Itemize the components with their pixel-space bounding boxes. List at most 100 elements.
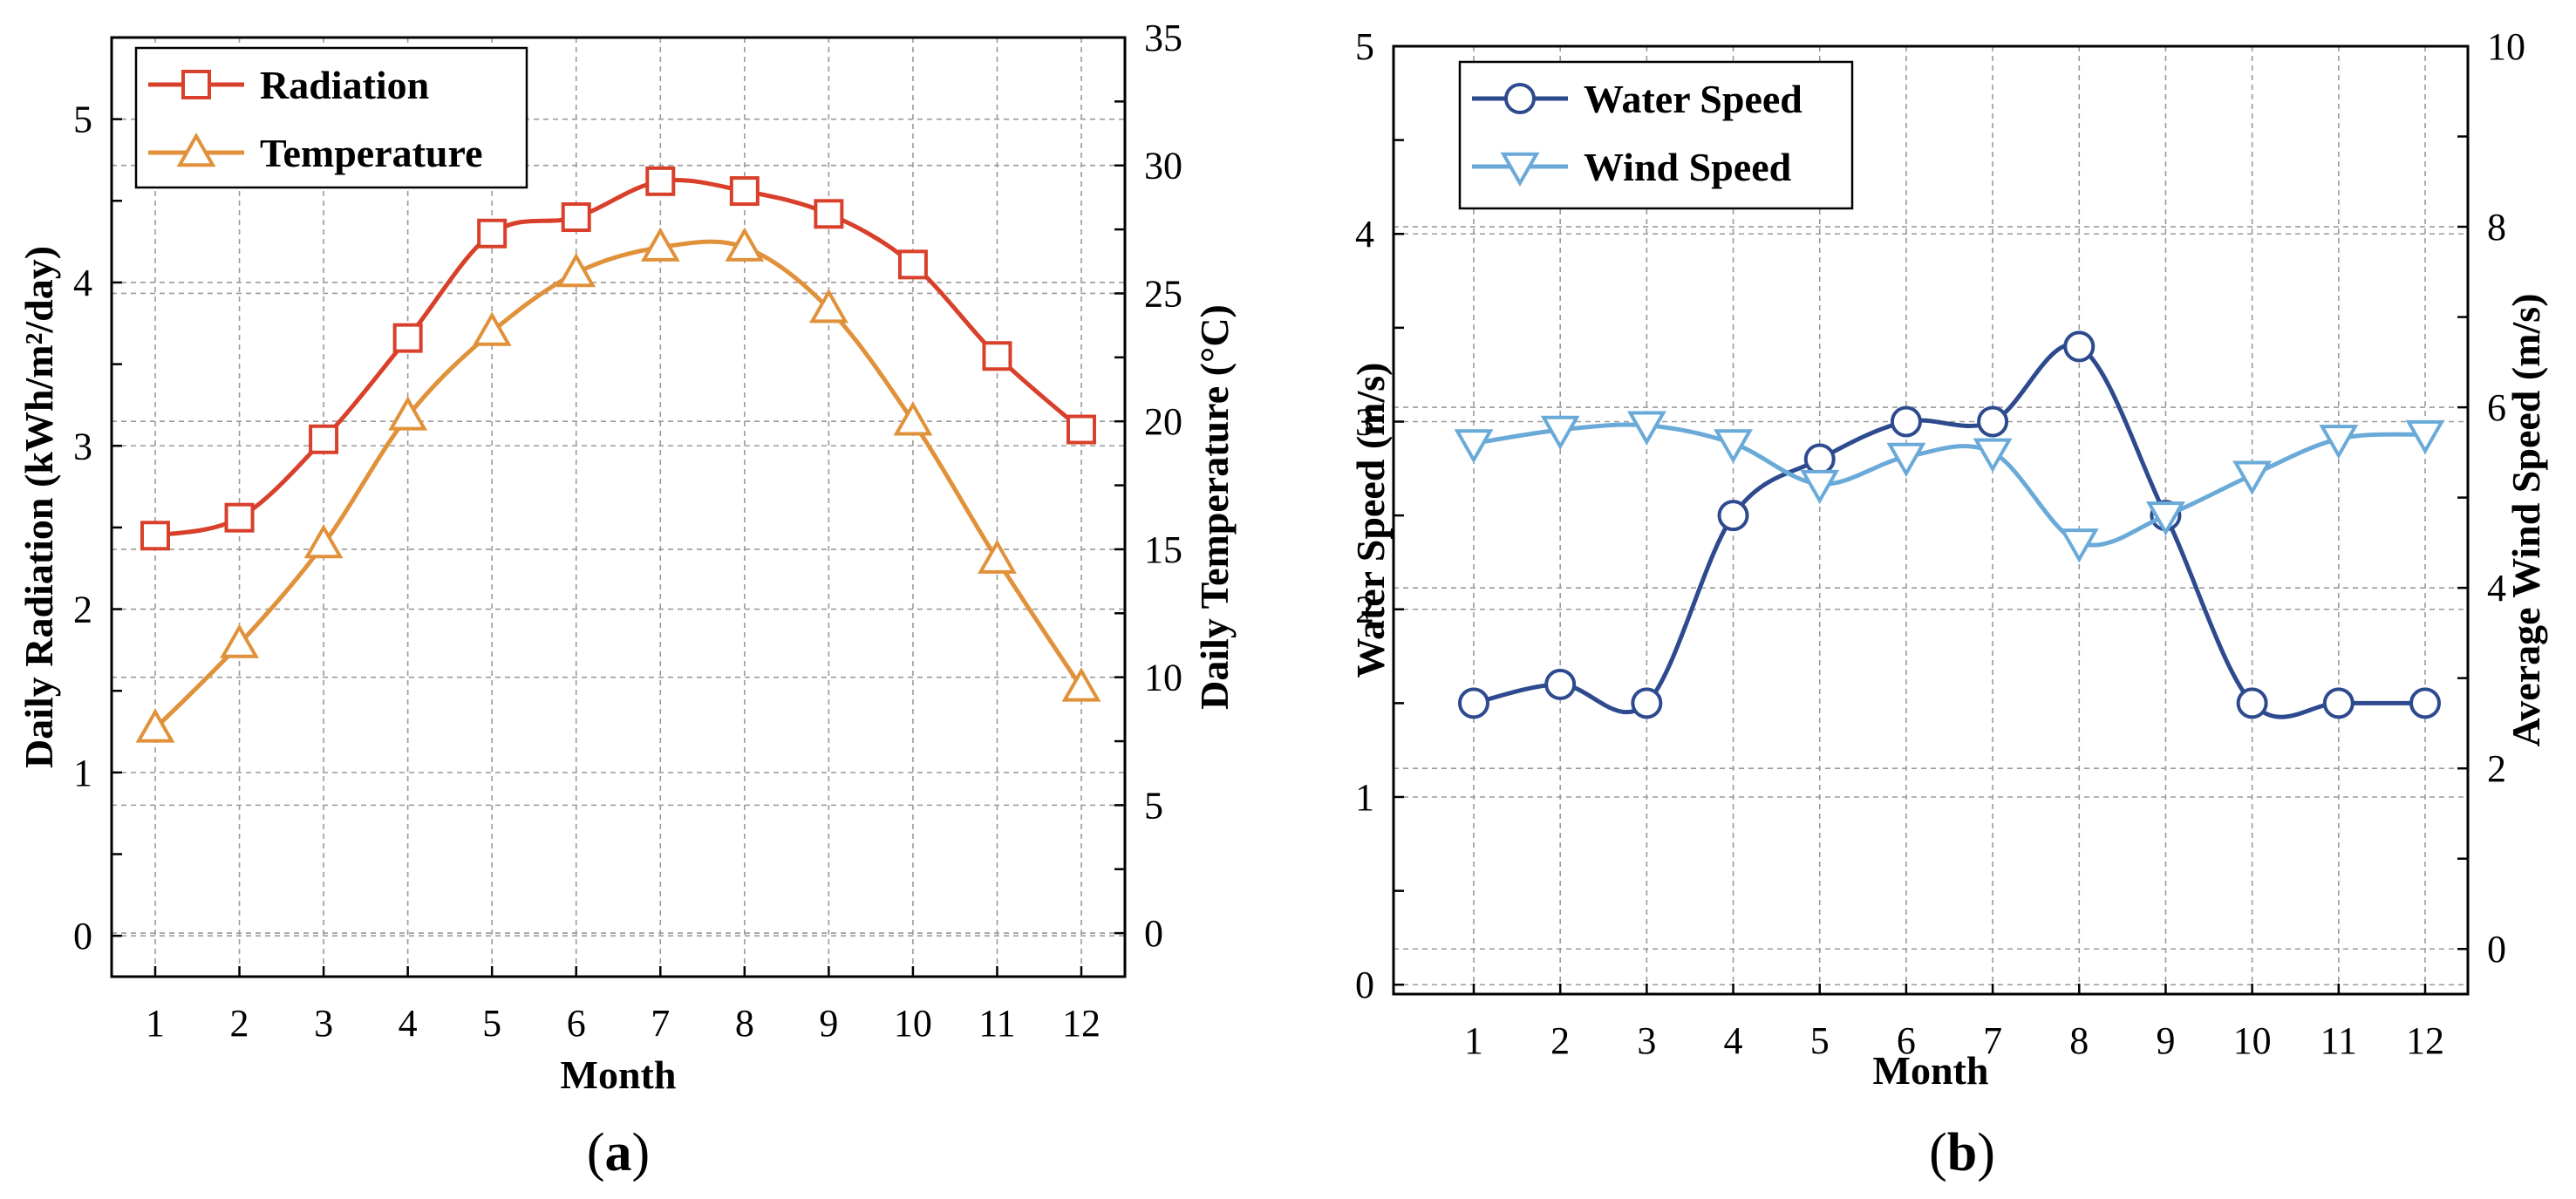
data-point — [309, 424, 339, 454]
y-right-tick-label: 25 — [1144, 272, 1182, 315]
y-left-tick-label: 4 — [73, 262, 92, 304]
legend: Radiation Temperature — [134, 46, 528, 189]
legend-marker — [176, 132, 216, 167]
panel-label: (b) — [1929, 1123, 1995, 1182]
x-tick-label: 11 — [978, 1002, 1015, 1045]
data-point — [2063, 330, 2096, 363]
data-point — [2322, 687, 2355, 719]
legend-marker — [1500, 152, 1540, 187]
y-right-tick-label: 0 — [2487, 928, 2506, 971]
legend-label: Temperature — [260, 131, 483, 175]
axis-ticks — [112, 36, 1125, 977]
y-left-tick-label: 5 — [1355, 25, 1374, 68]
y-left-tick-label: 0 — [1355, 964, 1374, 1006]
data-point — [1540, 415, 1580, 451]
y-left-tick-label: 4 — [1355, 213, 1374, 255]
series-line — [1473, 342, 2425, 719]
x-axis-title: Month — [1873, 1048, 1989, 1093]
legend-marker — [1504, 83, 1536, 114]
x-tick-label: 5 — [482, 1002, 501, 1045]
data-point — [2146, 501, 2185, 536]
chart-panel-a: 1 2 3 4 5 6 7 8 9 10 11 1201234505101520253035Month… — [17, 17, 1237, 1182]
y-right-tick-label: 15 — [1144, 528, 1182, 571]
data-point — [1067, 414, 1096, 445]
x-tick-label: 3 — [314, 1002, 333, 1045]
y-right-axis-title: Average Wind Speed (m/s) — [2504, 293, 2548, 746]
data-point — [224, 502, 255, 533]
y-right-tick-label: 10 — [1144, 657, 1182, 699]
x-tick-label: 4 — [1724, 1019, 1743, 1062]
y-right-tick-label: 10 — [2487, 25, 2525, 68]
data-point — [814, 199, 844, 229]
data-point — [897, 249, 928, 280]
data-point — [561, 202, 591, 233]
panel-label-letter: b — [1947, 1123, 1977, 1182]
data-point — [135, 708, 175, 743]
data-point — [472, 311, 512, 346]
x-tick-label: 12 — [2406, 1019, 2444, 1062]
y-right-tick-label: 35 — [1144, 17, 1182, 59]
panel-label-letter: a — [605, 1123, 632, 1182]
data-point — [556, 252, 596, 288]
y-left-tick-label: 1 — [1355, 776, 1374, 819]
y-left-tick-label: 3 — [73, 425, 92, 467]
data-point — [978, 539, 1017, 574]
y-left-tick-label: 5 — [73, 99, 92, 141]
series-water-speed — [1458, 330, 2441, 719]
data-point — [729, 176, 760, 207]
data-point — [1973, 438, 2013, 473]
x-tick-label: 12 — [1062, 1002, 1101, 1045]
x-tick-label: 10 — [2233, 1019, 2272, 1062]
y-right-tick-label: 30 — [1144, 145, 1182, 187]
y-right-tick-label: 6 — [2487, 386, 2506, 429]
data-point — [2409, 687, 2441, 719]
data-point — [1717, 500, 1749, 532]
x-axis-title: Month — [561, 1053, 677, 1097]
x-tick-label: 10 — [894, 1002, 932, 1045]
data-point — [303, 524, 344, 559]
y-left-axis-title: Daily Radiation (kWh/m²/day) — [17, 246, 61, 768]
data-point — [1458, 687, 1489, 719]
data-point — [1803, 443, 1836, 475]
series-line — [1473, 422, 2426, 548]
x-tick-label: 4 — [399, 1002, 418, 1045]
data-point — [1631, 687, 1663, 719]
data-point — [893, 401, 933, 436]
panel-label-close: ) — [632, 1123, 651, 1182]
y-right-tick-label: 4 — [2487, 567, 2506, 610]
data-point — [1890, 405, 1922, 438]
data-point — [220, 623, 259, 658]
legend-label: Wind Speed — [1584, 145, 1792, 189]
x-tick-label: 1 — [1464, 1019, 1483, 1062]
x-tick-label: 9 — [2156, 1019, 2175, 1062]
y-left-tick-label: 3 — [1355, 400, 1374, 443]
data-point — [392, 323, 423, 353]
y-left-tick-label: 2 — [1355, 589, 1374, 631]
y-left-tick-label: 1 — [73, 752, 92, 794]
panel-label: (a) — [587, 1123, 650, 1182]
legend-marker — [181, 70, 211, 99]
x-tick-label: 8 — [735, 1002, 754, 1045]
legend-label: Water Speed — [1584, 77, 1803, 121]
x-tick-label: 11 — [2320, 1019, 2357, 1062]
data-point — [2319, 425, 2359, 460]
x-tick-label: 2 — [1550, 1019, 1570, 1062]
panel-label-open: ( — [1929, 1123, 1947, 1182]
x-tick-label: 2 — [230, 1002, 249, 1045]
y-left-tick-label: 2 — [73, 589, 92, 631]
axis-ticks — [1394, 44, 2468, 994]
y-right-tick-label: 20 — [1144, 400, 1182, 443]
data-point — [2232, 460, 2273, 495]
data-point — [1626, 411, 1666, 446]
x-tick-label: 8 — [2069, 1019, 2089, 1062]
x-tick-label: 6 — [567, 1002, 586, 1045]
data-point — [1886, 442, 1926, 478]
x-tick-label: 3 — [1637, 1019, 1656, 1062]
legend: Water Speed Wind Speed — [1458, 60, 1854, 210]
plot-frame — [1392, 44, 2470, 996]
data-point — [1977, 405, 2009, 438]
data-point — [2059, 528, 2099, 563]
x-tick-label: 1 — [146, 1002, 165, 1045]
data-point — [1800, 469, 1840, 505]
